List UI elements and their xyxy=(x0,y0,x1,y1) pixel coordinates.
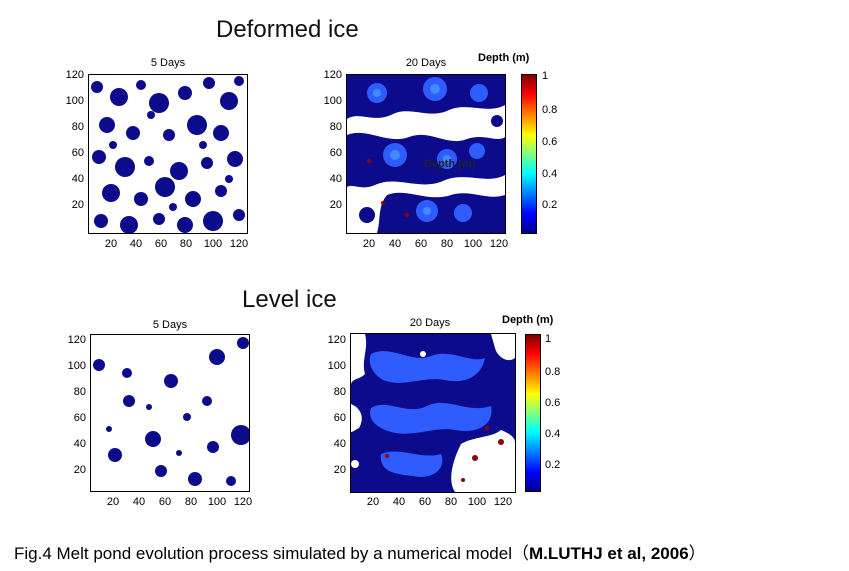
x-tick-label: 20 xyxy=(106,496,120,508)
y-tick-label: 120 xyxy=(65,69,84,81)
figure-caption: Fig.4 Melt pond evolution process simula… xyxy=(14,539,706,564)
x-tick-label: 40 xyxy=(392,496,406,508)
y-tick-label: 80 xyxy=(329,121,342,133)
y-tick-label: 40 xyxy=(71,173,84,185)
x-tick-label: 80 xyxy=(440,238,454,250)
y-tick-label: 60 xyxy=(333,412,346,424)
y-tick-label: 100 xyxy=(65,95,84,107)
y-tick-label: 60 xyxy=(71,147,84,159)
x-tick-label: 100 xyxy=(203,238,223,250)
colorbar-tick-label: 0.8 xyxy=(542,104,558,116)
y-tick-label: 120 xyxy=(67,334,86,346)
y-tick-label: 100 xyxy=(327,360,346,372)
x-tick-label: 80 xyxy=(179,238,193,250)
y-tick-label: 80 xyxy=(71,121,84,133)
colorbar-title: Depth (m) xyxy=(478,52,530,64)
panel-overlay-label: Depth (m) xyxy=(424,158,476,170)
y-tick-label: 40 xyxy=(73,438,86,450)
pond-pattern xyxy=(91,76,245,233)
colorbar-tick-label: 0.6 xyxy=(545,397,561,409)
colorbar-tick-label: 0.4 xyxy=(542,168,558,180)
section-title-deformed-ice: Deformed ice xyxy=(216,16,359,43)
colorbar-level xyxy=(525,334,541,492)
y-tick-label: 20 xyxy=(329,199,342,211)
caption-close: ） xyxy=(688,544,706,563)
section-title-level-ice: Level ice xyxy=(242,286,337,313)
pond-pattern xyxy=(351,334,515,492)
y-tick-label: 20 xyxy=(71,199,84,211)
colorbar-tick-label: 1 xyxy=(542,70,549,82)
x-tick-label: 80 xyxy=(444,496,458,508)
colorbar-tick-label: 0.2 xyxy=(545,459,561,471)
x-tick-label: 60 xyxy=(418,496,432,508)
y-tick-label: 20 xyxy=(73,464,86,476)
x-tick-label: 120 xyxy=(489,238,509,250)
y-tick-label: 80 xyxy=(73,386,86,398)
x-tick-label: 40 xyxy=(132,496,146,508)
x-tick-label: 100 xyxy=(463,238,483,250)
y-tick-label: 60 xyxy=(73,412,86,424)
x-tick-label: 80 xyxy=(184,496,198,508)
x-tick-label: 100 xyxy=(207,496,227,508)
colorbar-tick-label: 0.8 xyxy=(545,366,561,378)
y-tick-label: 20 xyxy=(333,464,346,476)
pond-pattern xyxy=(93,337,249,486)
x-tick-label: 60 xyxy=(414,238,428,250)
x-tick-label: 120 xyxy=(493,496,513,508)
colorbar-tick-label: 0.2 xyxy=(542,199,558,211)
pond-pattern xyxy=(347,75,505,233)
melt-pond-map xyxy=(88,74,248,234)
caption-citation: M.LUTHJ et al, 2006 xyxy=(528,544,689,563)
x-tick-label: 20 xyxy=(366,496,380,508)
panel-title: 20 Days xyxy=(409,317,451,329)
x-tick-label: 120 xyxy=(233,496,253,508)
colorbar-title: Depth (m) xyxy=(502,314,554,326)
x-tick-label: 40 xyxy=(388,238,402,250)
y-tick-label: 100 xyxy=(67,360,86,372)
x-tick-label: 100 xyxy=(467,496,487,508)
x-tick-label: 20 xyxy=(362,238,376,250)
y-tick-label: 60 xyxy=(329,147,342,159)
panel-title: 5 Days xyxy=(152,319,188,331)
colorbar-tick-label: 0.4 xyxy=(545,428,561,440)
panel-title: 20 Days xyxy=(405,57,447,69)
y-tick-label: 40 xyxy=(329,173,342,185)
melt-pond-map xyxy=(346,74,506,234)
x-tick-label: 40 xyxy=(129,238,143,250)
x-tick-label: 20 xyxy=(104,238,118,250)
melt-pond-map xyxy=(350,333,516,493)
x-tick-label: 120 xyxy=(229,238,249,250)
caption-text: Fig.4 Melt pond evolution process simula… xyxy=(14,544,529,563)
panel-title: 5 Days xyxy=(150,57,186,69)
y-tick-label: 80 xyxy=(333,386,346,398)
melt-pond-map xyxy=(90,334,250,492)
y-tick-label: 40 xyxy=(333,438,346,450)
y-tick-label: 120 xyxy=(323,69,342,81)
colorbar-tick-label: 0.6 xyxy=(542,136,558,148)
colorbar-tick-label: 1 xyxy=(545,333,552,345)
x-tick-label: 60 xyxy=(154,238,168,250)
colorbar-deformed xyxy=(521,74,537,234)
x-tick-label: 60 xyxy=(158,496,172,508)
y-tick-label: 120 xyxy=(327,334,346,346)
y-tick-label: 100 xyxy=(323,95,342,107)
